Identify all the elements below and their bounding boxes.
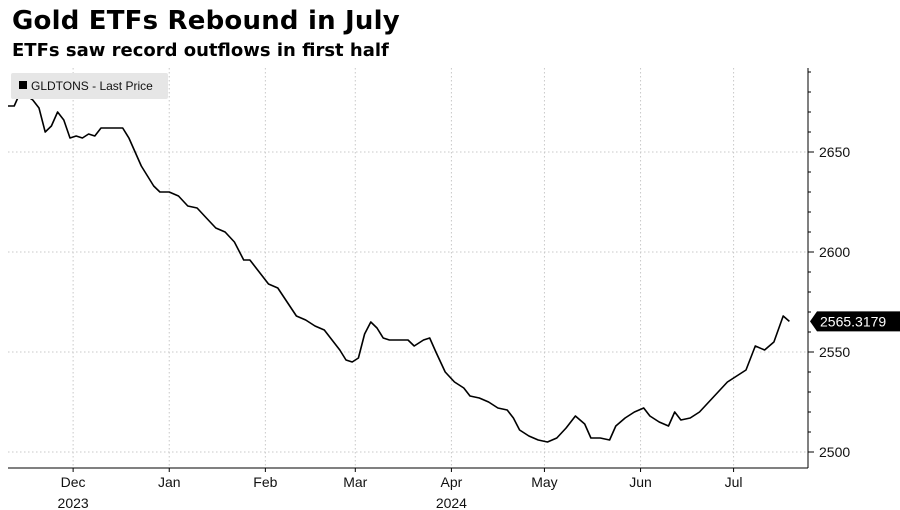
x-tick-label-Jun: Jun (629, 474, 652, 490)
chart-title: Gold ETFs Rebound in July (12, 6, 400, 36)
x-tick-label-Jul: Jul (725, 474, 743, 490)
x-tick-label-Mar: Mar (343, 474, 367, 490)
y-tick-label-2500: 2500 (819, 444, 850, 460)
last-value-label: 2565.3179 (820, 313, 886, 329)
axes (8, 68, 814, 472)
y-tick-label-2600: 2600 (819, 244, 850, 260)
legend-marker (19, 81, 27, 89)
x-tick-label-May: May (531, 474, 557, 490)
chart-subtitle: ETFs saw record outflows in first half (12, 40, 389, 61)
grid-lines (8, 68, 808, 468)
axis-labels: 2500 2550 2600 2650 Dec Jan Feb Mar Apr May Jun Jul… (58, 144, 900, 510)
last-value-badge (810, 311, 900, 332)
x-tick-label-Jan: Jan (158, 474, 181, 490)
x-tick-label-Apr: Apr (441, 474, 463, 490)
x-year-label-2024: 2024 (436, 495, 467, 510)
y-tick-label-2550: 2550 (819, 344, 850, 360)
series-line-0 (8, 91, 790, 443)
legend: GLDTONS - Last Price (11, 73, 168, 99)
series-layer (8, 91, 790, 443)
y-tick-label-2650: 2650 (819, 144, 850, 160)
x-tick-label-Dec: Dec (61, 474, 86, 490)
legend-background (11, 73, 168, 99)
legend-label: GLDTONS - Last Price (31, 79, 153, 93)
x-year-label-2023: 2023 (58, 495, 89, 510)
x-tick-label-Feb: Feb (253, 474, 277, 490)
